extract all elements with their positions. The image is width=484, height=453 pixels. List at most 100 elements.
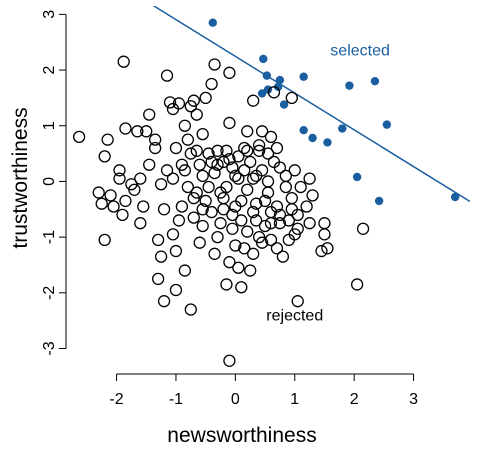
point-rejected (249, 197, 263, 210)
point-rejected (249, 214, 263, 227)
plot-area: selected rejected (72, 6, 470, 367)
point-rejected (220, 278, 233, 291)
y-tick-label: 0 (41, 177, 58, 186)
point-rejected (178, 264, 192, 277)
point-rejected (241, 144, 254, 157)
x-tick-label: -1 (169, 391, 183, 408)
point-rejected (184, 147, 197, 160)
annotation-selected: selected (330, 43, 390, 60)
point-rejected (143, 158, 156, 171)
point-rejected (282, 233, 295, 247)
point-rejected (199, 194, 212, 208)
point-rejected (285, 91, 298, 105)
point-selected (275, 75, 285, 85)
point-rejected (125, 178, 138, 191)
point-rejected (294, 180, 307, 194)
point-rejected (303, 172, 316, 185)
point-rejected (285, 191, 298, 205)
point-rejected (279, 180, 293, 194)
point-rejected (223, 66, 236, 79)
x-tick-label: 1 (290, 391, 299, 408)
point-rejected (220, 144, 233, 157)
point-rejected (178, 119, 192, 132)
point-rejected (267, 86, 281, 99)
point-rejected (270, 242, 284, 255)
point-rejected (208, 166, 221, 180)
point-rejected (252, 230, 266, 244)
annotation-rejected: rejected (266, 308, 323, 325)
y-tick-label: -3 (41, 341, 58, 355)
point-rejected (226, 222, 239, 235)
point-rejected (217, 191, 230, 205)
point-rejected (211, 144, 224, 157)
point-rejected (181, 133, 194, 146)
y-tick-label: 2 (41, 65, 58, 74)
point-rejected (137, 200, 150, 213)
point-rejected (244, 264, 257, 277)
point-rejected (169, 244, 183, 258)
point-rejected (241, 125, 254, 138)
point-rejected (306, 189, 319, 202)
point-rejected (318, 228, 331, 241)
point-rejected (226, 208, 239, 221)
point-selected (323, 138, 332, 147)
point-rejected (149, 141, 162, 155)
point-rejected (202, 180, 215, 194)
point-selected (450, 192, 460, 202)
point-rejected (134, 217, 147, 230)
point-rejected (166, 102, 180, 116)
point-rejected (232, 172, 245, 185)
point-rejected (107, 200, 120, 213)
point-rejected (196, 203, 209, 216)
point-rejected (72, 130, 86, 144)
point-rejected (187, 191, 200, 205)
y-tick-label: 3 (41, 10, 58, 19)
point-rejected (264, 217, 278, 230)
point-selected (257, 89, 267, 98)
point-rejected (163, 96, 177, 109)
point-rejected (169, 283, 183, 297)
point-selected (273, 82, 283, 91)
point-rejected (113, 172, 126, 185)
point-rejected (181, 180, 194, 194)
x-tick-label: -2 (109, 391, 123, 408)
point-rejected (166, 172, 180, 185)
point-rejected (175, 200, 189, 213)
point-rejected (211, 230, 224, 244)
point-rejected (190, 144, 203, 157)
point-rejected (258, 194, 272, 208)
point-rejected (235, 214, 248, 227)
point-rejected (350, 278, 364, 291)
point-rejected (149, 133, 162, 146)
point-rejected (98, 233, 111, 247)
point-rejected (205, 205, 218, 219)
point-selected (352, 172, 362, 182)
point-selected (263, 85, 273, 94)
point-rejected (154, 250, 168, 263)
point-rejected (193, 158, 206, 171)
point-rejected (315, 244, 328, 258)
point-rejected (196, 219, 209, 233)
point-rejected (178, 164, 192, 177)
axes: -2 -1 0 1 2 3 -3 -2 -1 0 1 2 3 (41, 10, 418, 408)
point-rejected (223, 256, 236, 269)
point-rejected (241, 225, 254, 238)
point-rejected (270, 200, 284, 213)
point-selected (370, 76, 380, 86)
y-axis-label: trustworthiness (9, 107, 32, 248)
point-selected (374, 196, 384, 206)
point-rejected (190, 108, 203, 121)
point-rejected (172, 214, 186, 227)
point-rejected (92, 186, 105, 199)
point-rejected (193, 236, 206, 249)
point-rejected (116, 208, 129, 221)
point-rejected (247, 94, 260, 107)
point-rejected (113, 164, 126, 177)
point-rejected (252, 144, 266, 157)
point-rejected (229, 200, 242, 213)
point-rejected (247, 205, 260, 219)
point-rejected (220, 180, 233, 194)
point-rejected (104, 189, 117, 202)
